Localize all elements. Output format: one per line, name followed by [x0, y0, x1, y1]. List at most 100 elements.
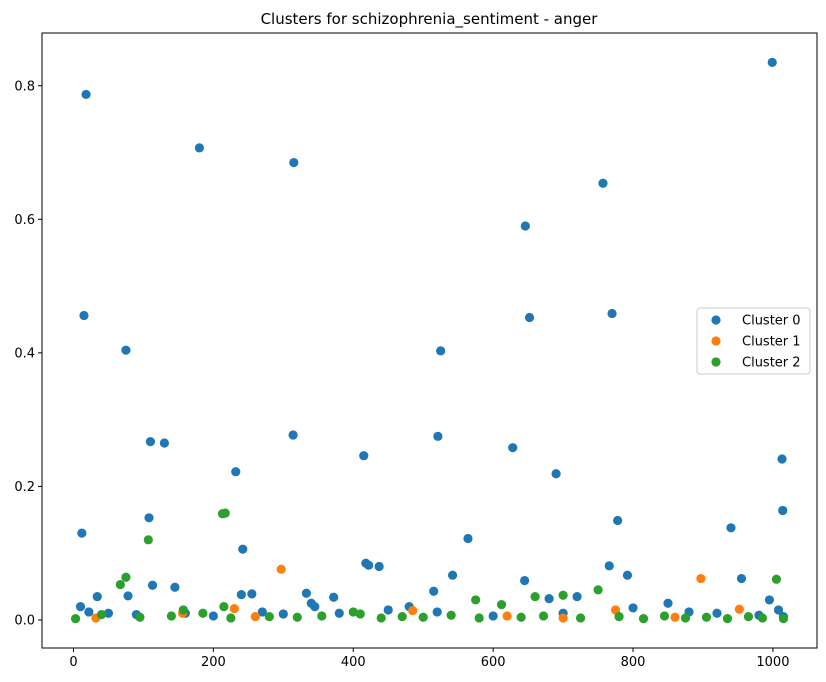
plot-frame: [41, 32, 818, 649]
data-point: [520, 575, 530, 586]
data-point: [355, 609, 365, 619]
series-2: [70, 508, 789, 624]
data-point: [474, 613, 484, 623]
data-point: [604, 561, 614, 571]
data-point: [436, 346, 446, 356]
data-point: [123, 591, 133, 601]
data-point: [145, 437, 156, 447]
data-point: [220, 508, 230, 518]
data-point: [607, 308, 617, 319]
data-point: [231, 467, 241, 477]
legend-marker: [711, 336, 721, 346]
data-point: [334, 608, 344, 618]
data-point: [680, 613, 691, 623]
data-point: [264, 612, 274, 622]
data-point: [701, 612, 712, 622]
data-point: [429, 586, 439, 596]
data-point: [194, 143, 204, 153]
data-point: [447, 570, 458, 580]
data-point: [520, 221, 530, 231]
y-tick-label: 0.6: [14, 213, 35, 228]
data-point: [502, 611, 512, 621]
data-point: [572, 591, 582, 602]
data-point: [767, 57, 777, 67]
data-point: [508, 443, 518, 453]
y-tick-label: 0.8: [14, 79, 35, 94]
data-point: [551, 469, 561, 479]
data-point: [292, 612, 302, 622]
legend-label: Cluster 0: [742, 314, 801, 329]
data-point: [777, 454, 787, 464]
data-point: [432, 607, 442, 617]
data-point: [722, 614, 733, 624]
data-point: [538, 611, 549, 621]
points-layer: [70, 57, 789, 624]
x-tick-label: 1000: [756, 655, 789, 670]
data-point: [614, 612, 624, 622]
data-point: [121, 345, 131, 355]
data-point: [229, 604, 239, 614]
data-point: [558, 613, 568, 623]
data-point: [622, 570, 633, 580]
data-point: [376, 613, 386, 623]
data-point: [317, 611, 327, 621]
data-point: [463, 533, 473, 544]
data-point: [771, 574, 782, 584]
data-point: [418, 612, 428, 622]
data-point: [238, 544, 248, 554]
data-point: [77, 528, 87, 538]
legend: Cluster 0 Cluster 1 Cluster 2: [696, 307, 811, 375]
data-point: [670, 612, 680, 622]
data-point: [496, 600, 507, 610]
data-point: [219, 602, 229, 612]
x-tick-label: 0: [69, 655, 77, 670]
x-tick-label: 400: [341, 655, 366, 670]
data-point: [250, 612, 260, 622]
data-point: [696, 573, 706, 584]
data-point: [736, 573, 747, 584]
data-point: [301, 588, 311, 598]
data-point: [208, 611, 218, 621]
data-point: [663, 598, 673, 608]
data-point: [81, 89, 91, 100]
data-point: [773, 605, 784, 615]
data-point: [310, 602, 320, 612]
data-point: [121, 572, 131, 582]
data-point: [734, 604, 744, 614]
data-point: [170, 582, 180, 592]
data-point: [757, 613, 768, 623]
data-point: [359, 451, 369, 461]
legend-marker: [711, 357, 721, 367]
data-point: [524, 312, 535, 323]
data-point: [92, 591, 102, 602]
data-point: [103, 608, 114, 618]
data-point: [397, 612, 407, 622]
y-tick-label: 0.0: [14, 613, 35, 628]
data-point: [236, 589, 246, 600]
legend-label: Cluster 1: [742, 335, 801, 350]
data-point: [374, 561, 384, 572]
legend-marker: [711, 315, 721, 325]
data-point: [144, 513, 154, 523]
data-point: [544, 593, 554, 604]
data-point: [598, 178, 608, 188]
data-point: [329, 592, 339, 602]
data-point: [84, 607, 94, 617]
data-point: [659, 611, 670, 621]
y-tick-label: 0.4: [14, 346, 35, 361]
data-point: [75, 602, 86, 612]
data-point: [159, 438, 170, 448]
data-point: [143, 535, 153, 545]
data-point: [726, 523, 736, 533]
data-point: [147, 580, 158, 590]
data-point: [178, 605, 188, 615]
data-point: [257, 607, 267, 617]
data-point: [593, 585, 603, 595]
data-point: [613, 515, 623, 526]
data-point: [166, 611, 176, 621]
data-point: [135, 612, 145, 622]
data-point: [70, 614, 81, 624]
data-point: [433, 431, 443, 441]
data-point: [778, 614, 789, 624]
